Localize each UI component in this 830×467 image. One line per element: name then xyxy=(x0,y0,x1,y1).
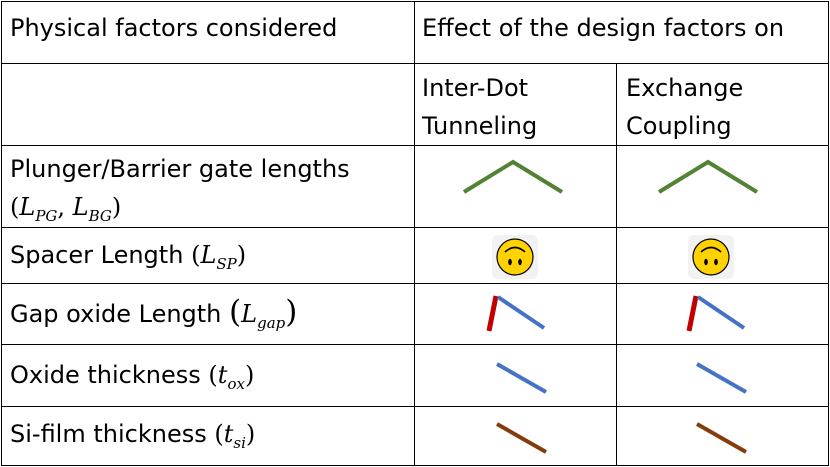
col-divider-sub xyxy=(616,63,617,466)
header-effect-group: Effect of the design factors on xyxy=(422,14,785,42)
row-symbol-gate-lengths: (LPG, LBG) xyxy=(10,193,122,225)
row-label-spacer-length: Spacer Length (LSP) xyxy=(10,241,247,273)
row-label-si-film-thickness: Si-film thickness (tsi) xyxy=(10,420,256,452)
brown-decreasing-line-icon xyxy=(696,422,747,454)
subheader-tunneling-line1: Inter-Dot xyxy=(422,74,529,102)
upside-down-smiley-icon xyxy=(688,235,734,279)
table-border-right xyxy=(828,1,829,466)
blue-decreasing-line-icon xyxy=(496,362,547,394)
upside-down-smiley-icon xyxy=(492,235,538,279)
header-physical-factors: Physical factors considered xyxy=(10,14,338,42)
col-divider-main xyxy=(414,1,415,466)
subheader-exchange-line2: Coupling xyxy=(626,112,732,140)
green-peak-line-icon xyxy=(462,159,564,194)
red-up-blue-down-line-icon xyxy=(686,295,746,332)
row-label-gap-oxide-length: Gap oxide Length (Lgap) xyxy=(10,294,298,332)
brown-decreasing-line-icon xyxy=(496,422,547,454)
green-peak-line-icon xyxy=(657,159,759,194)
red-up-blue-down-line-icon xyxy=(486,295,546,332)
table-border-left xyxy=(1,1,2,466)
row-label-gate-lengths: Plunger/Barrier gate lengths xyxy=(10,155,350,183)
row-label-oxide-thickness: Oxide thickness (tox) xyxy=(10,361,255,393)
subheader-tunneling-line2: Tunneling xyxy=(422,112,538,140)
blue-decreasing-line-icon xyxy=(696,362,747,394)
subheader-exchange-line1: Exchange xyxy=(626,74,744,102)
